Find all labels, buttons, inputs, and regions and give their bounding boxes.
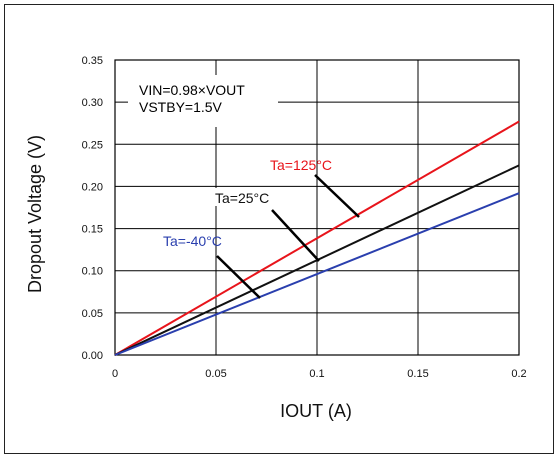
leader-line-ta-minus40c <box>216 255 261 299</box>
series-labels: Ta=125°C Ta=25°C Ta=-40°C <box>163 157 360 299</box>
y-tick-label: 0.00 <box>82 350 103 362</box>
leader-line-ta-25c <box>271 209 320 262</box>
x-tick-label: 0 <box>112 368 118 380</box>
y-tick-label: 0.30 <box>82 97 103 109</box>
x-tick-label: 0.2 <box>511 368 526 380</box>
x-tick-label: 0.15 <box>407 368 428 380</box>
y-tick-label: 0.05 <box>82 308 103 320</box>
leader-line-ta-125c <box>314 174 360 218</box>
tick-labels: 0.00 0.05 0.10 0.15 0.20 0.25 0.30 0.35 0 0.05 0.1… <box>82 55 527 380</box>
series-label-ta-minus40c: Ta=-40°C <box>163 233 222 249</box>
y-axis-label: Dropout Voltage (V) <box>25 135 45 293</box>
conditions-box <box>128 75 278 127</box>
y-tick-label: 0.15 <box>82 224 103 236</box>
y-tick-label: 0.25 <box>82 139 103 151</box>
conditions-line-1: VIN=0.98×VOUT <box>139 82 245 98</box>
series-line-2 <box>114 192 520 356</box>
grid <box>114 59 520 356</box>
conditions-line-2: VSTBY=1.5V <box>139 99 223 115</box>
x-tick-label: 0.1 <box>309 368 324 380</box>
y-tick-label: 0.10 <box>82 266 103 278</box>
y-tick-label: 0.20 <box>82 181 103 193</box>
x-axis-label: IOUT (A) <box>280 401 352 421</box>
y-tick-label: 0.35 <box>82 55 103 67</box>
x-tick-label: 0.05 <box>205 368 226 380</box>
series-label-ta-25c: Ta=25°C <box>215 190 269 206</box>
label-bg-ta-25c <box>209 188 279 206</box>
series-line-0 <box>114 120 520 356</box>
series-label-ta-125c: Ta=125°C <box>270 157 332 173</box>
